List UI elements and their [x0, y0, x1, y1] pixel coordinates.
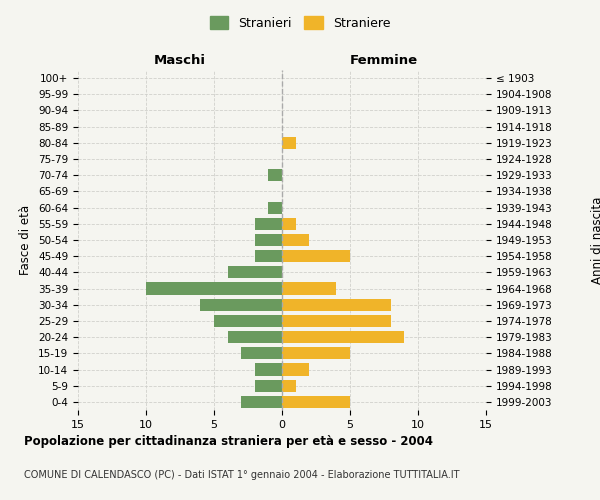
Bar — [227, 331, 282, 343]
Bar — [255, 380, 282, 392]
Bar — [227, 266, 282, 278]
Bar — [268, 169, 282, 181]
Bar — [282, 250, 350, 262]
Bar — [255, 234, 282, 246]
Bar — [255, 364, 282, 376]
Bar — [282, 218, 296, 230]
Text: Maschi: Maschi — [154, 54, 206, 68]
Text: Femmine: Femmine — [350, 54, 418, 68]
Bar — [241, 396, 282, 408]
Bar — [282, 282, 337, 294]
Text: Popolazione per cittadinanza straniera per età e sesso - 2004: Popolazione per cittadinanza straniera p… — [24, 435, 433, 448]
Bar — [282, 234, 309, 246]
Y-axis label: Fasce di età: Fasce di età — [19, 205, 32, 275]
Bar — [200, 298, 282, 311]
Bar — [282, 137, 296, 149]
Bar — [282, 348, 350, 360]
Bar — [282, 380, 296, 392]
Bar — [282, 331, 404, 343]
Bar — [214, 315, 282, 327]
Legend: Stranieri, Straniere: Stranieri, Straniere — [205, 11, 395, 35]
Bar — [241, 348, 282, 360]
Bar — [268, 202, 282, 213]
Y-axis label: Anni di nascita: Anni di nascita — [592, 196, 600, 284]
Bar — [255, 218, 282, 230]
Text: COMUNE DI CALENDASCO (PC) - Dati ISTAT 1° gennaio 2004 - Elaborazione TUTTITALIA: COMUNE DI CALENDASCO (PC) - Dati ISTAT 1… — [24, 470, 460, 480]
Bar — [255, 250, 282, 262]
Bar — [282, 396, 350, 408]
Bar — [146, 282, 282, 294]
Bar — [282, 315, 391, 327]
Bar — [282, 298, 391, 311]
Bar — [282, 364, 309, 376]
